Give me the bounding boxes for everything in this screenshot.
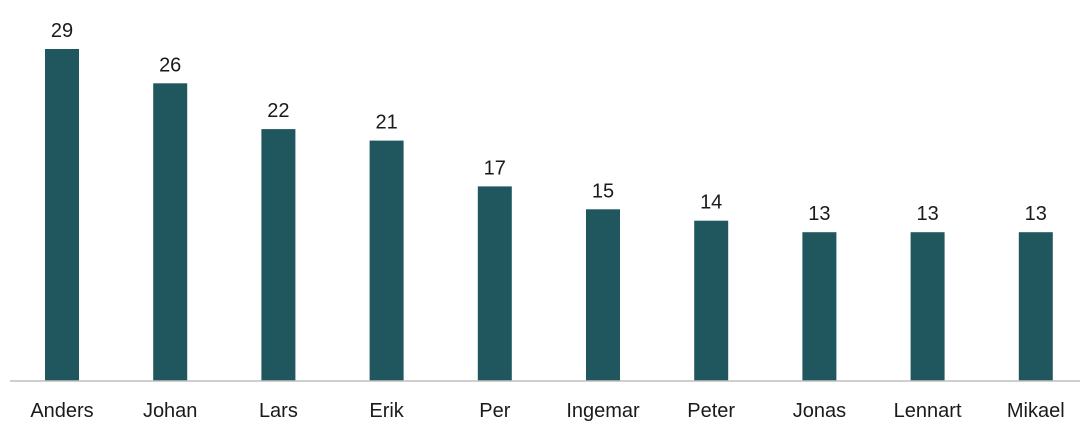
category-label-mikael: Mikael xyxy=(1007,400,1065,422)
data-label-ingemar: 15 xyxy=(592,180,614,202)
category-label-ingemar: Ingemar xyxy=(566,400,640,422)
bar-erik xyxy=(369,140,404,381)
data-label-per: 17 xyxy=(484,157,506,179)
category-label-johan: Johan xyxy=(143,400,198,422)
category-label-per: Per xyxy=(479,400,510,422)
category-label-lennart: Lennart xyxy=(894,400,962,422)
data-label-erik: 21 xyxy=(375,112,397,134)
data-label-mikael: 13 xyxy=(1025,203,1047,225)
bar-lennart xyxy=(910,232,945,381)
category-label-erik: Erik xyxy=(369,400,404,422)
bar-anders xyxy=(45,49,79,381)
category-label-anders: Anders xyxy=(30,400,93,422)
data-label-johan: 26 xyxy=(159,54,181,76)
bars-layer xyxy=(45,49,1053,382)
bar-peter xyxy=(694,220,729,381)
bar-johan xyxy=(153,83,188,382)
data-label-lars: 22 xyxy=(267,100,289,122)
bar-jonas xyxy=(802,232,837,381)
data-label-anders: 29 xyxy=(51,20,73,42)
bar-ingemar xyxy=(586,209,620,381)
value-labels-layer: 29 26 22 21 17 15 14 13 13 13 xyxy=(51,20,1047,225)
category-label-lars: Lars xyxy=(259,400,298,422)
data-label-lennart: 13 xyxy=(916,203,938,225)
category-labels-layer: Anders Johan Lars Erik Per Ingemar Peter Jonas L… xyxy=(30,400,1064,422)
data-label-peter: 14 xyxy=(700,192,722,214)
bar-mikael xyxy=(1018,232,1053,381)
bar-lars xyxy=(261,129,296,381)
bar-per xyxy=(477,186,512,381)
data-label-jonas: 13 xyxy=(808,203,830,225)
category-label-peter: Peter xyxy=(687,400,735,422)
category-label-jonas: Jonas xyxy=(793,400,846,422)
